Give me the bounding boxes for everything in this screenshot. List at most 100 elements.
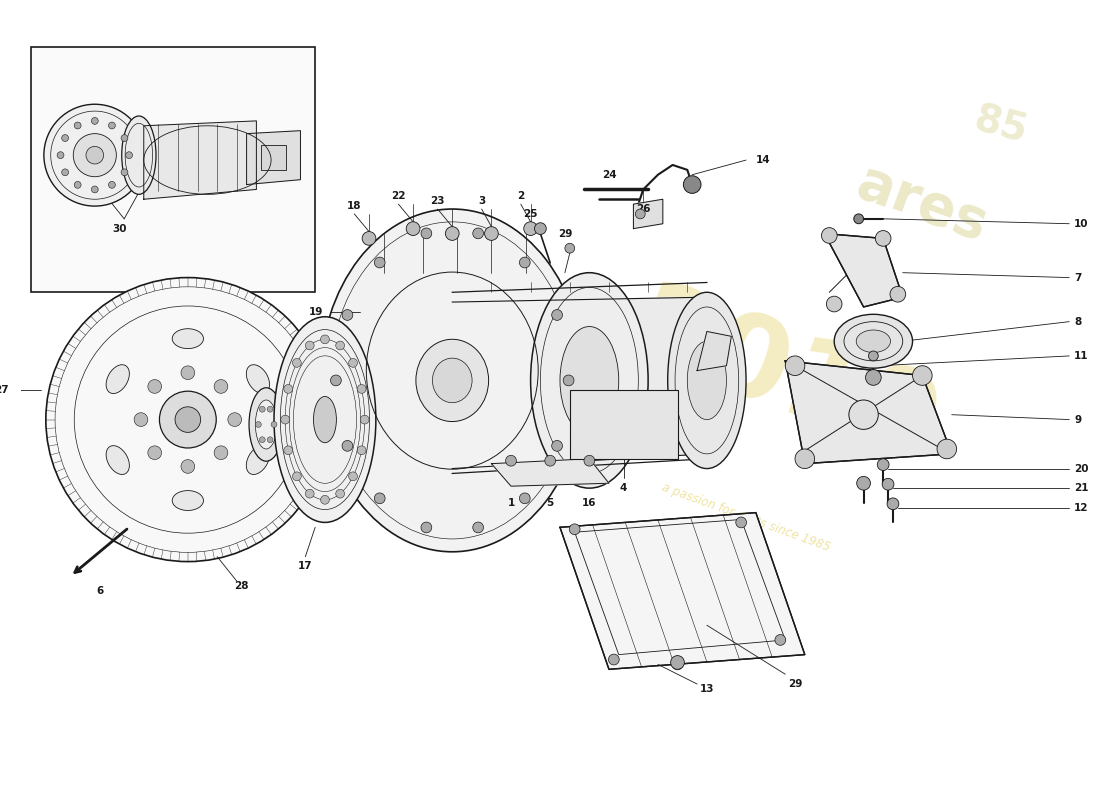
Text: 1: 1: [507, 498, 515, 508]
Circle shape: [336, 341, 344, 350]
Polygon shape: [246, 130, 300, 185]
Text: 9: 9: [1074, 414, 1081, 425]
Text: 12: 12: [1074, 502, 1089, 513]
Text: 85: 85: [970, 101, 1032, 151]
Ellipse shape: [122, 116, 156, 194]
Circle shape: [866, 370, 881, 386]
Circle shape: [271, 422, 277, 427]
Polygon shape: [785, 361, 952, 464]
Text: 2: 2: [517, 191, 525, 202]
Circle shape: [109, 122, 116, 129]
Polygon shape: [824, 234, 903, 307]
Circle shape: [374, 493, 385, 504]
Circle shape: [267, 437, 273, 442]
Circle shape: [524, 222, 538, 235]
Text: 10: 10: [1074, 218, 1089, 229]
Ellipse shape: [246, 365, 270, 394]
Text: 29: 29: [558, 229, 572, 238]
Circle shape: [535, 222, 547, 234]
Circle shape: [228, 413, 242, 426]
Circle shape: [506, 455, 516, 466]
Circle shape: [570, 524, 580, 534]
Text: 16: 16: [582, 498, 596, 508]
Ellipse shape: [106, 446, 130, 474]
Circle shape: [446, 226, 459, 240]
Ellipse shape: [688, 342, 726, 419]
Circle shape: [293, 358, 301, 367]
Circle shape: [147, 379, 162, 394]
Text: ares: ares: [849, 155, 996, 253]
Ellipse shape: [668, 292, 746, 469]
Circle shape: [342, 441, 353, 451]
Text: 28: 28: [234, 581, 249, 591]
Circle shape: [795, 449, 815, 469]
Polygon shape: [452, 297, 707, 469]
Text: 24: 24: [602, 170, 616, 180]
Text: 2019: 2019: [617, 274, 954, 486]
Circle shape: [121, 169, 128, 176]
Circle shape: [260, 437, 265, 442]
Ellipse shape: [173, 329, 204, 349]
Circle shape: [44, 104, 145, 206]
Polygon shape: [634, 199, 663, 229]
Circle shape: [214, 446, 228, 459]
Circle shape: [683, 176, 701, 194]
Ellipse shape: [255, 400, 277, 449]
Circle shape: [147, 446, 162, 459]
Text: 30: 30: [112, 224, 126, 234]
Circle shape: [62, 134, 68, 142]
Circle shape: [878, 458, 889, 470]
Circle shape: [74, 134, 117, 177]
Text: 29: 29: [788, 679, 802, 689]
Circle shape: [91, 186, 98, 193]
Circle shape: [563, 375, 574, 386]
Ellipse shape: [834, 314, 913, 368]
Circle shape: [876, 230, 891, 246]
Circle shape: [913, 366, 932, 386]
Text: 8: 8: [1074, 317, 1081, 326]
Circle shape: [46, 278, 330, 562]
Circle shape: [284, 446, 293, 454]
Circle shape: [74, 122, 81, 129]
Circle shape: [175, 407, 200, 432]
Ellipse shape: [249, 388, 284, 462]
Circle shape: [306, 341, 315, 350]
Circle shape: [374, 257, 385, 268]
Circle shape: [672, 659, 683, 670]
Text: 5: 5: [547, 498, 553, 508]
Bar: [262, 146, 286, 170]
Circle shape: [406, 222, 420, 235]
Circle shape: [869, 351, 878, 361]
Text: 25: 25: [524, 209, 538, 219]
Circle shape: [57, 152, 64, 158]
Circle shape: [349, 358, 358, 367]
Circle shape: [91, 118, 98, 124]
Circle shape: [74, 182, 81, 188]
Ellipse shape: [432, 358, 472, 402]
Circle shape: [358, 446, 366, 454]
Polygon shape: [697, 331, 732, 370]
Polygon shape: [560, 513, 805, 670]
Ellipse shape: [314, 397, 337, 442]
Circle shape: [361, 415, 370, 424]
Circle shape: [362, 231, 376, 246]
Circle shape: [854, 214, 864, 224]
Circle shape: [671, 656, 684, 670]
Circle shape: [584, 455, 595, 466]
Text: 26: 26: [636, 204, 650, 214]
Text: 3: 3: [478, 196, 485, 206]
Circle shape: [320, 495, 329, 504]
Circle shape: [358, 385, 366, 394]
Circle shape: [336, 490, 344, 498]
Circle shape: [421, 228, 432, 238]
Circle shape: [785, 356, 805, 375]
Circle shape: [349, 472, 358, 481]
Circle shape: [160, 391, 217, 448]
Text: 23: 23: [430, 196, 444, 206]
Circle shape: [552, 441, 562, 451]
Ellipse shape: [856, 330, 891, 353]
Circle shape: [86, 146, 103, 164]
Bar: [31, 47, 315, 292]
Text: 4: 4: [620, 483, 627, 493]
Circle shape: [774, 634, 785, 646]
